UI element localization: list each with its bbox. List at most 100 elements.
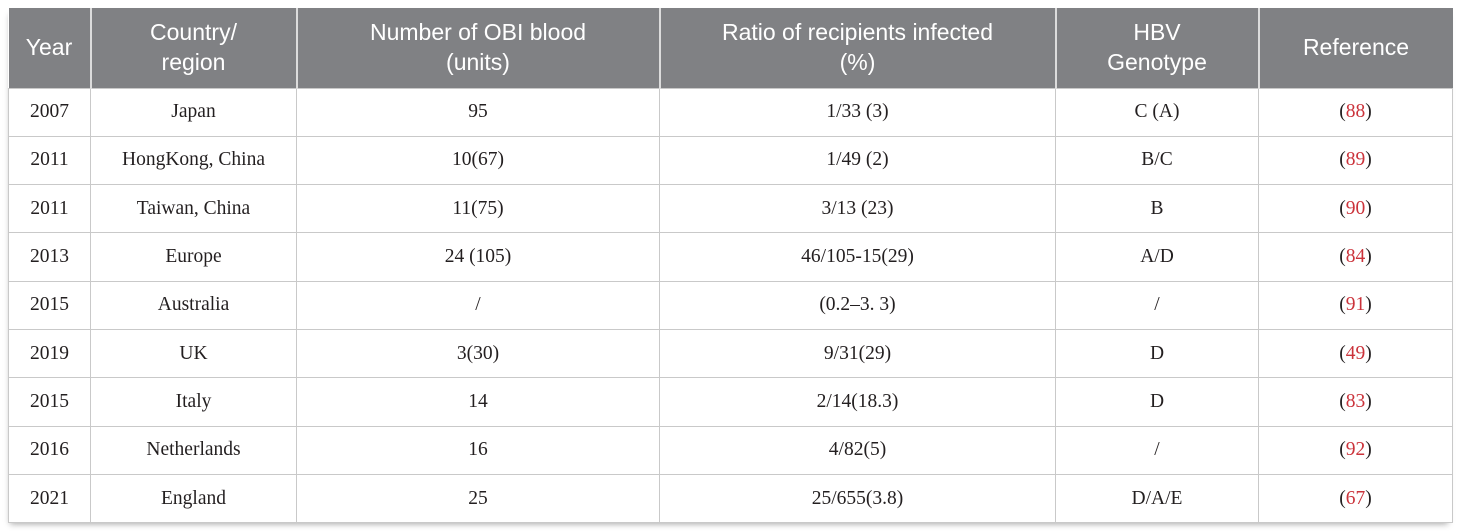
reference-paren-open: ( (1339, 439, 1346, 461)
cell-country: UK (90, 328, 297, 379)
cell-country: Europe (90, 232, 297, 282)
table-body: 2007 Japan 95 1/33 (3) C (A) (88) 2011 HongKong… (8, 87, 1453, 524)
cell-ratio: 2/14(18.3) (659, 377, 1056, 427)
reference-link[interactable]: 84 (1345, 246, 1366, 268)
reference-paren-open: ( (1339, 294, 1346, 316)
cell-genotype: D/A/E (1055, 473, 1259, 524)
reference-paren-open: ( (1339, 197, 1346, 219)
cell-country: Japan (90, 87, 297, 137)
obi-transfusion-table: Year Country/ region Number of OBI blood… (8, 8, 1453, 524)
cell-obi-units: 11(75) (296, 184, 660, 234)
cell-obi-units: 25 (296, 473, 660, 524)
reference-paren-open: ( (1339, 149, 1346, 171)
cell-reference: (91) (1258, 280, 1453, 330)
reference-link[interactable]: 91 (1345, 294, 1366, 316)
cell-ratio: 9/31(29) (659, 328, 1056, 379)
reference-link[interactable]: 83 (1345, 390, 1366, 412)
cell-obi-units: / (296, 280, 660, 330)
cell-reference: (67) (1258, 473, 1453, 524)
cell-genotype: D (1055, 377, 1259, 427)
column-header-country: Country/ region (90, 8, 298, 88)
reference-paren-close: ) (1365, 487, 1372, 509)
cell-obi-units: 3(30) (296, 328, 660, 379)
reference-paren-open: ( (1339, 101, 1346, 123)
cell-genotype: B/C (1055, 135, 1259, 186)
cell-genotype: A/D (1055, 232, 1259, 282)
cell-year: 2015 (8, 377, 91, 427)
column-header-obi-units: Number of OBI blood (units) (296, 8, 661, 88)
cell-reference: (49) (1258, 328, 1453, 379)
cell-reference: (89) (1258, 135, 1453, 186)
reference-paren-close: ) (1365, 439, 1372, 461)
data-table: Year Country/ region Number of OBI blood… (8, 8, 1453, 524)
cell-reference: (84) (1258, 232, 1453, 282)
table-row: 2015 Italy 14 2/14(18.3) D (83) (8, 377, 1453, 427)
cell-year: 2011 (8, 184, 91, 234)
reference-link[interactable]: 49 (1345, 342, 1366, 364)
column-header-ratio: Ratio of recipients infected (%) (659, 8, 1057, 88)
table-row: 2013 Europe 24 (105) 46/105-15(29) A/D (84) (8, 232, 1453, 282)
cell-obi-units: 24 (105) (296, 232, 660, 282)
cell-ratio: 46/105-15(29) (659, 232, 1056, 282)
cell-year: 2015 (8, 280, 91, 330)
cell-ratio: 3/13 (23) (659, 184, 1056, 234)
reference-link[interactable]: 92 (1345, 439, 1366, 461)
cell-reference: (83) (1258, 377, 1453, 427)
reference-paren-close: ) (1365, 390, 1372, 412)
reference-paren-open: ( (1339, 246, 1346, 268)
reference-paren-open: ( (1339, 487, 1346, 509)
cell-ratio: 25/655(3.8) (659, 473, 1056, 524)
column-header-year: Year (8, 8, 92, 88)
cell-year: 2021 (8, 473, 91, 524)
column-header-reference: Reference (1258, 8, 1453, 88)
table-header: Year Country/ region Number of OBI blood… (8, 8, 1453, 88)
cell-obi-units: 10(67) (296, 135, 660, 186)
cell-reference: (90) (1258, 184, 1453, 234)
reference-paren-open: ( (1339, 390, 1346, 412)
cell-country: Italy (90, 377, 297, 427)
reference-paren-close: ) (1365, 246, 1372, 268)
cell-ratio: 1/49 (2) (659, 135, 1056, 186)
cell-obi-units: 16 (296, 425, 660, 475)
reference-paren-close: ) (1365, 342, 1372, 364)
header-row: Year Country/ region Number of OBI blood… (8, 8, 1453, 88)
cell-country: Taiwan, China (90, 184, 297, 234)
cell-year: 2011 (8, 135, 91, 186)
reference-link[interactable]: 88 (1345, 101, 1366, 123)
cell-year: 2007 (8, 87, 91, 137)
cell-country: HongKong, China (90, 135, 297, 186)
cell-genotype: C (A) (1055, 87, 1259, 137)
cell-genotype: / (1055, 425, 1259, 475)
cell-country: Australia (90, 280, 297, 330)
cell-genotype: B (1055, 184, 1259, 234)
reference-paren-close: ) (1365, 149, 1372, 171)
cell-year: 2019 (8, 328, 91, 379)
cell-ratio: (0.2–3. 3) (659, 280, 1056, 330)
table-row: 2011 Taiwan, China 11(75) 3/13 (23) B (90) (8, 184, 1453, 234)
cell-ratio: 1/33 (3) (659, 87, 1056, 137)
table-row: 2019 UK 3(30) 9/31(29) D (49) (8, 328, 1453, 379)
cell-genotype: D (1055, 328, 1259, 379)
cell-reference: (92) (1258, 425, 1453, 475)
table-row: 2007 Japan 95 1/33 (3) C (A) (88) (8, 87, 1453, 137)
table-row: 2015 Australia / (0.2–3. 3) / (91) (8, 280, 1453, 330)
column-header-genotype: HBV Genotype (1055, 8, 1260, 88)
reference-paren-open: ( (1339, 342, 1346, 364)
cell-obi-units: 14 (296, 377, 660, 427)
table-row: 2016 Netherlands 16 4/82(5) / (92) (8, 425, 1453, 475)
reference-link[interactable]: 67 (1345, 487, 1366, 509)
cell-ratio: 4/82(5) (659, 425, 1056, 475)
reference-paren-close: ) (1365, 101, 1372, 123)
reference-paren-close: ) (1365, 294, 1372, 316)
cell-genotype: / (1055, 280, 1259, 330)
reference-link[interactable]: 90 (1345, 197, 1366, 219)
reference-link[interactable]: 89 (1345, 149, 1366, 171)
table-row: 2011 HongKong, China 10(67) 1/49 (2) B/C (89) (8, 135, 1453, 186)
cell-reference: (88) (1258, 87, 1453, 137)
cell-year: 2013 (8, 232, 91, 282)
table-row: 2021 England 25 25/655(3.8) D/A/E (67) (8, 473, 1453, 524)
cell-country: England (90, 473, 297, 524)
reference-paren-close: ) (1365, 197, 1372, 219)
cell-country: Netherlands (90, 425, 297, 475)
cell-year: 2016 (8, 425, 91, 475)
